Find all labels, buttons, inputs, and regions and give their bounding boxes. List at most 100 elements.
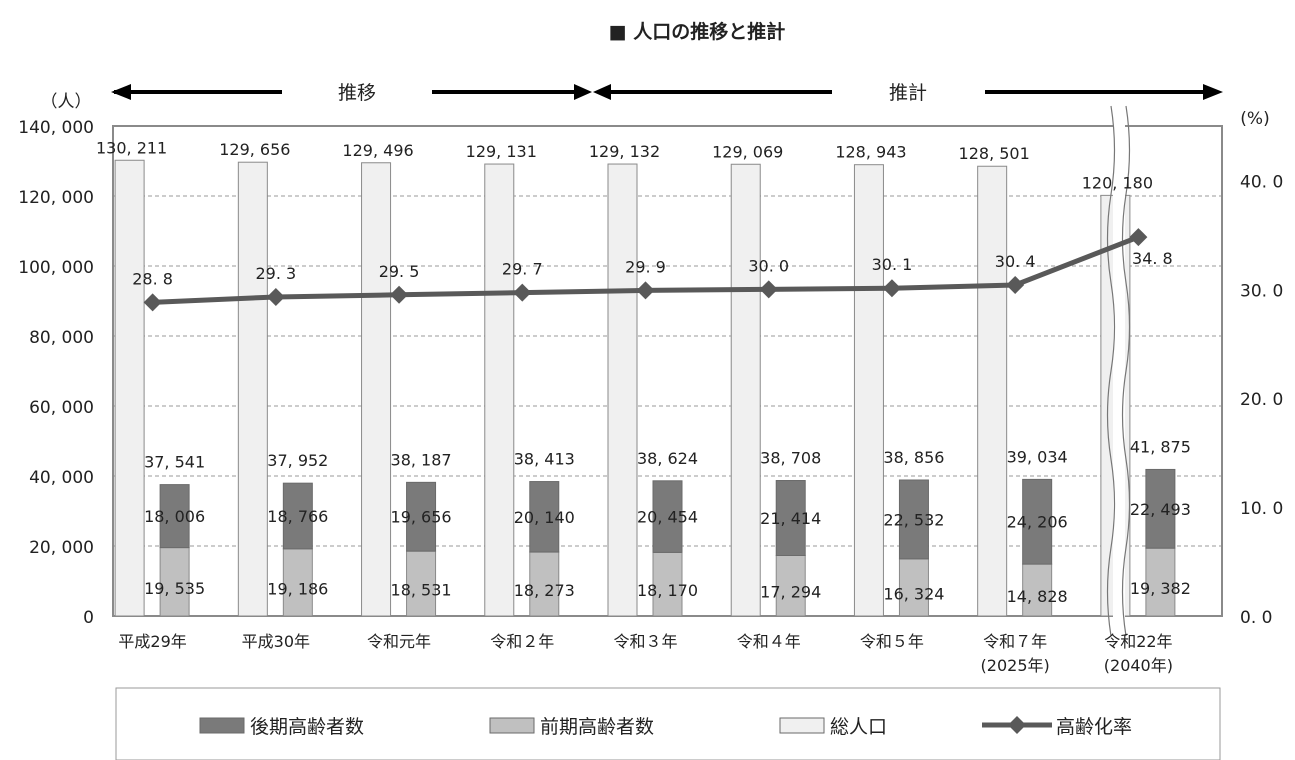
late-elderly-label: 22, 493 <box>1130 500 1191 519</box>
early-elderly-bar <box>406 550 437 617</box>
category-label: 平成30年 <box>242 632 310 651</box>
late-elderly-bar <box>529 481 560 553</box>
early-elderly-bar <box>898 558 929 617</box>
late-elderly-bar <box>1022 478 1053 565</box>
actual-arrow-left-head <box>111 84 131 100</box>
period-projection-label: 推計 <box>889 82 927 104</box>
aging-rate-label: 30. 0 <box>748 256 789 275</box>
category-labels: 平成29年 平成30年 令和元年 令和２年 令和３年 令和４年 令和５年 令和７年 (2025年… <box>118 632 1173 675</box>
early-elderly-label: 18, 273 <box>514 581 575 600</box>
total-population-bar <box>607 163 638 617</box>
aging-rate-marker <box>759 280 778 299</box>
category-sublabel: (2025年) <box>981 656 1050 675</box>
aging-rate-label: 29. 5 <box>379 262 420 281</box>
early-elderly-label: 14, 828 <box>1007 587 1068 606</box>
late-elderly-bar <box>652 480 683 553</box>
aging-rate-line: 28. 8 29. 3 29. 5 29. 7 29. 9 30. 0 30. 1 30. 4… <box>132 228 1173 312</box>
axis-break-wave <box>1121 105 1131 637</box>
elderly-total-label: 38, 413 <box>514 450 575 469</box>
early-elderly-label: 19, 535 <box>144 579 205 598</box>
late-elderly-label: 18, 006 <box>144 507 205 526</box>
late-elderly-bar <box>406 481 437 552</box>
late-elderly-bar <box>282 482 313 550</box>
late-elderly-label: 20, 454 <box>637 508 698 527</box>
aging-rate-marker <box>1006 275 1025 294</box>
total-population-label: 129, 496 <box>342 141 413 160</box>
legend-label: 後期高齢者数 <box>250 716 364 738</box>
late-elderly-label: 22, 532 <box>883 510 944 529</box>
total-population-bar <box>114 159 145 617</box>
total-population-label: 129, 069 <box>712 142 783 161</box>
y-right-tick-label: 0. 0 <box>1240 608 1272 628</box>
elderly-total-label: 41, 875 <box>1130 437 1191 456</box>
legend-swatch <box>199 717 245 734</box>
late-elderly-label: 21, 414 <box>760 509 821 528</box>
period-actual-label: 推移 <box>338 82 376 104</box>
y-right-tick-label: 30. 0 <box>1240 281 1283 301</box>
left-axis-unit: （人） <box>41 92 92 112</box>
legend: 後期高齢者数 前期高齢者数 総人口 高齢化率 <box>115 687 1221 760</box>
projection-arrow-left-head <box>593 84 611 100</box>
y-right-tick-label: 10. 0 <box>1240 499 1283 519</box>
category-sublabel: (2040年) <box>1104 656 1173 675</box>
elderly-total-label: 38, 187 <box>391 450 452 469</box>
early-elderly-label: 16, 324 <box>883 584 944 603</box>
legend-label: 前期高齢者数 <box>540 716 654 738</box>
y-right-tick-label: 20. 0 <box>1240 390 1283 410</box>
bars <box>114 159 1176 617</box>
total-population-label: 120, 180 <box>1082 173 1153 192</box>
aging-rate-label: 34. 8 <box>1132 249 1173 268</box>
aging-rate-marker <box>143 293 162 312</box>
y-left-tick-label: 80, 000 <box>29 328 94 348</box>
aging-rate-marker <box>636 281 655 300</box>
early-elderly-bar <box>775 554 806 617</box>
category-label: 令和３年 <box>613 632 677 651</box>
y-left-tick-label: 20, 000 <box>29 538 94 558</box>
chart-title: ■ 人口の推移と推計 <box>609 20 786 43</box>
projection-arrow-right-head <box>1203 84 1223 100</box>
aging-rate-label: 30. 1 <box>872 255 913 274</box>
data-labels: 130, 211 37, 541 18, 006 19, 535 129, 656 37,… <box>96 138 1191 606</box>
aging-rate-label: 29. 3 <box>255 264 296 283</box>
legend-label: 高齢化率 <box>1056 716 1132 738</box>
aging-rate-marker <box>882 279 901 298</box>
total-population-label: 129, 132 <box>589 142 660 161</box>
category-label: 令和２年 <box>490 632 554 651</box>
total-population-label: 129, 131 <box>466 142 537 161</box>
y-right-tick-label: 40. 0 <box>1240 172 1283 192</box>
legend-swatch <box>489 717 535 734</box>
early-elderly-bar <box>1022 563 1053 617</box>
total-population-label: 129, 656 <box>219 140 290 159</box>
aging-rate-label: 28. 8 <box>132 269 173 288</box>
axis-break-wave <box>1106 105 1116 637</box>
total-population-bar <box>484 163 515 617</box>
elderly-total-label: 39, 034 <box>1007 447 1068 466</box>
right-axis-unit: (%) <box>1240 109 1269 129</box>
early-elderly-bar <box>652 551 683 617</box>
aging-rate-label: 29. 9 <box>625 257 666 276</box>
elderly-total-label: 38, 856 <box>883 448 944 467</box>
early-elderly-label: 18, 531 <box>391 581 452 600</box>
aging-rate-label: 29. 7 <box>502 260 543 279</box>
elderly-total-label: 37, 541 <box>144 453 205 472</box>
total-population-bar <box>361 162 392 617</box>
y-left-tick-label: 40, 000 <box>29 468 94 488</box>
legend-label: 総人口 <box>830 716 887 738</box>
total-population-bar <box>977 165 1008 617</box>
aging-rate-label: 30. 4 <box>995 252 1036 271</box>
y-left-tick-label: 60, 000 <box>29 398 94 418</box>
total-population-bar <box>853 164 884 617</box>
total-population-label: 130, 211 <box>96 138 167 157</box>
late-elderly-bar <box>1145 468 1176 549</box>
y-left-tick-label: 140, 000 <box>18 118 94 138</box>
total-population-label: 128, 501 <box>959 144 1030 163</box>
y-left-tick-label: 120, 000 <box>18 188 94 208</box>
early-elderly-bar <box>529 551 560 617</box>
category-label: 令和22年 <box>1104 632 1172 651</box>
early-elderly-bar <box>282 548 313 617</box>
category-label: 令和５年 <box>860 632 924 651</box>
early-elderly-bar <box>159 547 190 617</box>
early-elderly-label: 19, 186 <box>267 579 328 598</box>
category-label: 平成29年 <box>118 632 186 651</box>
